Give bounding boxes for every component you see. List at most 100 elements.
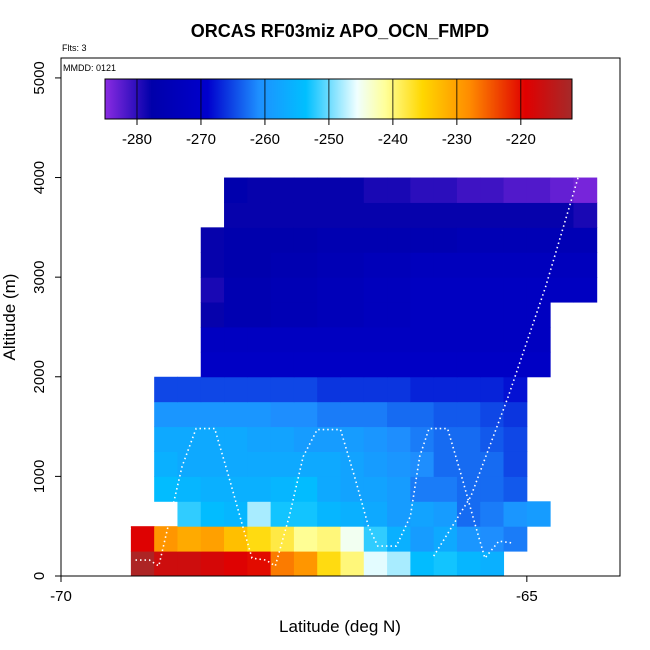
heatmap-cell (433, 252, 458, 278)
heatmap-cell (480, 351, 505, 378)
heatmap-cell (247, 177, 272, 203)
heatmap-cell (550, 252, 574, 278)
chart-title: ORCAS RF03miz APO_OCN_FMPD (191, 21, 489, 41)
heatmap-cell (526, 302, 551, 328)
heatmap-cell (363, 326, 388, 353)
heatmap-cell (270, 227, 295, 253)
heatmap-cell (526, 277, 551, 303)
heatmap-cell (247, 376, 272, 403)
heatmap-cell (456, 551, 481, 576)
heatmap-cell (270, 202, 295, 228)
heatmap-cell (456, 177, 481, 203)
plot-frame (60, 57, 621, 577)
heatmap-cell (317, 426, 341, 452)
heatmap-cell (456, 426, 481, 452)
heatmap-cell (456, 202, 481, 228)
y-axis-title: Altitude (m) (0, 274, 19, 361)
heatmap-cell (270, 476, 295, 502)
heatmap-cell (340, 376, 365, 403)
colorbar-tick-label: -280 (122, 131, 152, 148)
heatmap-cell (503, 252, 528, 278)
heatmap-cell (270, 326, 295, 353)
heatmap-cell (247, 326, 272, 353)
y-tick-label: 0 (31, 572, 48, 580)
heatmap-cell (480, 476, 505, 502)
heatmap-cell (526, 351, 551, 378)
heatmap-cell (340, 426, 365, 452)
heatmap-cell (526, 227, 551, 253)
heatmap-cell (200, 227, 225, 253)
heatmap-cell (387, 426, 411, 452)
heatmap-cell (270, 451, 295, 477)
flight-track (433, 177, 579, 557)
heatmap-cell (293, 551, 318, 576)
heatmap-cell (363, 302, 388, 328)
heatmap-cell (433, 177, 458, 203)
heatmap-cell (410, 426, 435, 452)
heatmap-cell (317, 227, 341, 253)
heatmap-cell (293, 302, 318, 328)
heatmap-cell (293, 401, 318, 428)
heatmap-cell (387, 202, 411, 228)
heatmap-cell (247, 551, 272, 576)
heatmap-cell (550, 277, 574, 303)
x-tick-label: -65 (516, 588, 538, 605)
heatmap-cell (270, 252, 295, 278)
heatmap-cell (224, 252, 248, 278)
x-axis-title: Latitude (deg N) (279, 617, 401, 636)
heatmap-cell (573, 227, 598, 253)
heatmap-cell (224, 277, 248, 303)
heatmap-cell (363, 252, 388, 278)
heatmap-cell (247, 526, 272, 552)
heatmap-cell (224, 376, 248, 403)
heatmap-cell (503, 351, 528, 378)
heatmap-cell (317, 451, 341, 477)
heatmap-cell (433, 451, 458, 477)
heatmap-cell (200, 252, 225, 278)
heatmap-cell (480, 177, 505, 203)
heatmap-cell (270, 376, 295, 403)
heatmap-cell (503, 227, 528, 253)
heatmap-cell (503, 526, 528, 552)
heatmap-cell (433, 202, 458, 228)
heatmap-cell (503, 302, 528, 328)
heatmap-cell (154, 551, 178, 576)
heatmap-cell (200, 302, 225, 328)
heatmap-cell (456, 351, 481, 378)
heatmap-cell (270, 177, 295, 203)
heatmap-cell (387, 401, 411, 428)
heatmap-cell (247, 451, 272, 477)
heatmap-cell (177, 426, 202, 452)
y-tick-label: 1000 (31, 460, 48, 493)
heatmap-cell (410, 326, 435, 353)
colorbar-tick-label: -240 (378, 131, 408, 148)
heatmap-cell (503, 476, 528, 502)
heatmap-cell (387, 177, 411, 203)
heatmap-cell (293, 227, 318, 253)
heatmap-cell (130, 526, 155, 552)
heatmap-cell (503, 451, 528, 477)
heatmap-cell (317, 252, 341, 278)
heatmap-cell (433, 277, 458, 303)
heatmap-cell (293, 501, 318, 527)
heatmap-cell (363, 451, 388, 477)
heatmap-cell (177, 376, 202, 403)
heatmap-cell (293, 426, 318, 452)
colorbar-tick-label: -250 (314, 131, 344, 148)
heatmap-cell (363, 202, 388, 228)
heatmap-cell (293, 252, 318, 278)
heatmap-cell (293, 177, 318, 203)
heatmap-cell (573, 252, 598, 278)
heatmap-cell (410, 351, 435, 378)
heatmap-cell (340, 476, 365, 502)
colorbar: -280 -270 -260 -250 -240 -230 -220 (104, 78, 573, 148)
heatmap-cell (317, 401, 341, 428)
heatmap-cell (224, 177, 248, 203)
heatmap-cell (387, 252, 411, 278)
heatmap-cell (456, 526, 481, 552)
heatmap-cell (247, 476, 272, 502)
heatmap-cell (224, 202, 248, 228)
heatmap-cell (503, 426, 528, 452)
heatmap-cell (340, 351, 365, 378)
